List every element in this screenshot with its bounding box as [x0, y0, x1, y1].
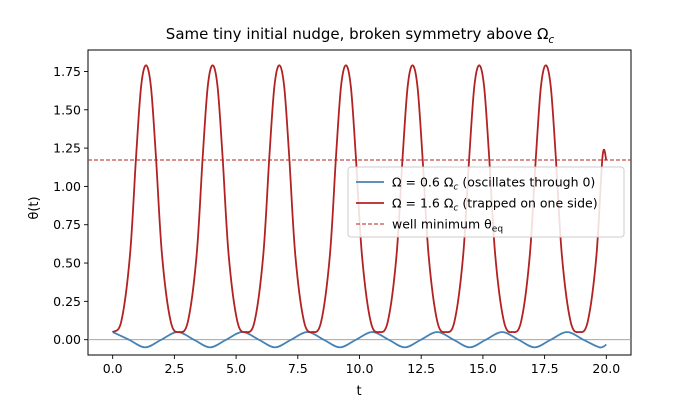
y-tick-label: 1.25: [53, 141, 81, 156]
y-tick-label: 0.25: [53, 294, 81, 309]
x-axis-ticks: 0.0 2.5 5.0 7.5 10.0 12.5 15.0 17.5 20.0: [103, 355, 620, 376]
x-tick-label: 20.0: [592, 361, 620, 376]
y-tick-label: 1.75: [53, 64, 81, 79]
x-tick-label: 15.0: [469, 361, 497, 376]
x-tick-label: 2.5: [164, 361, 184, 376]
y-tick-label: 0.50: [53, 256, 81, 271]
legend: Ω = 0.6 Ωc (oscillates through 0) Ω = 1.6…: [347, 166, 625, 238]
y-tick-label: 1.00: [53, 179, 81, 194]
x-tick-label: 5.0: [226, 361, 246, 376]
y-axis-label: θ(t): [27, 196, 42, 219]
x-tick-label: 17.5: [531, 361, 559, 376]
legend-label-1: Ω = 1.6 Ωc (trapped on one side): [392, 196, 598, 214]
x-axis-label: t: [356, 384, 361, 399]
series-line-1: [111, 64, 608, 334]
series-layer: [88, 64, 631, 349]
x-tick-label: 12.5: [407, 361, 435, 376]
y-axis-ticks: 0.00 0.25 0.50 0.75 1.00 1.25 1.50 1.75: [53, 64, 88, 347]
x-tick-label: 10.0: [346, 361, 374, 376]
chart-title: Same tiny initial nudge, broken symmetry…: [166, 25, 555, 46]
y-tick-label: 0.00: [53, 332, 81, 347]
x-tick-label: 7.5: [288, 361, 308, 376]
y-tick-label: 0.75: [53, 217, 81, 232]
legend-label-0: Ω = 0.6 Ωc (oscillates through 0): [392, 175, 595, 193]
legend-label-2: well minimum θeq: [392, 217, 503, 235]
y-tick-label: 1.50: [53, 102, 81, 117]
legend-box: [347, 166, 625, 238]
x-tick-label: 0.0: [103, 361, 123, 376]
series-line-0: [112, 331, 607, 349]
